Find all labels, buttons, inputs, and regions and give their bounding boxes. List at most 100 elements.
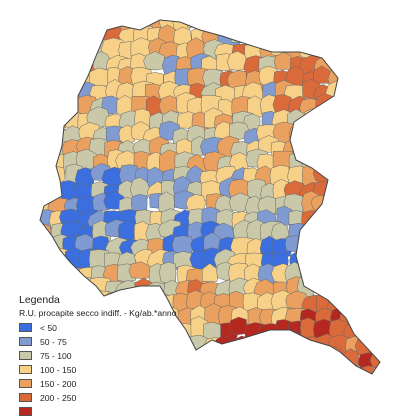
- municipality-area: [40, 180, 55, 200]
- municipality-area: [203, 20, 223, 29]
- municipality-area: [344, 110, 366, 131]
- municipality-area: [289, 124, 307, 147]
- municipality-area: [371, 164, 380, 188]
- municipality-area: [369, 378, 394, 398]
- municipality-area: [313, 225, 335, 246]
- municipality-area: [44, 71, 67, 92]
- municipality-area: [58, 56, 79, 79]
- municipality-area: [366, 249, 380, 271]
- municipality-area: [118, 124, 136, 145]
- municipality-area: [356, 236, 377, 257]
- municipality-area: [60, 95, 80, 115]
- legend-item: 50 - 75: [19, 335, 176, 348]
- municipality-area: [371, 365, 380, 374]
- municipality-area: [214, 335, 232, 359]
- municipality-area: [366, 305, 380, 324]
- municipality-area: [343, 128, 365, 151]
- municipality-area: [330, 278, 353, 298]
- municipality-area: [357, 84, 380, 102]
- legend-swatch: [19, 365, 32, 374]
- municipality-area: [342, 220, 364, 244]
- municipality-area: [188, 334, 211, 355]
- map-legend: Legenda R.U. procapite secco indiff. - K…: [19, 294, 176, 419]
- municipality-area: [299, 358, 318, 374]
- municipality-area: [368, 318, 380, 341]
- municipality-area: [328, 163, 349, 187]
- municipality-area: [301, 210, 325, 233]
- municipality-area: [226, 20, 247, 34]
- municipality-area: [329, 379, 348, 400]
- municipality-area: [301, 373, 320, 374]
- municipality-area: [344, 364, 361, 374]
- municipality-area: [340, 136, 362, 157]
- municipality-area: [359, 39, 378, 59]
- municipality-area: [316, 37, 338, 58]
- municipality-area: [40, 126, 55, 151]
- municipality-area: [312, 108, 332, 127]
- municipality-area: [370, 67, 380, 87]
- municipality-area: [257, 20, 281, 38]
- municipality-area: [301, 20, 323, 30]
- municipality-area: [243, 372, 262, 374]
- municipality-area: [340, 232, 362, 258]
- municipality-area: [40, 109, 53, 127]
- municipality-area: [206, 378, 226, 399]
- municipality-area: [302, 23, 322, 44]
- municipality-area: [130, 194, 148, 211]
- municipality-area: [344, 41, 369, 64]
- municipality-area: [230, 349, 250, 369]
- municipality-area: [357, 20, 380, 35]
- municipality-area: [219, 361, 239, 374]
- municipality-area: [47, 36, 68, 59]
- municipality-area: [343, 183, 366, 203]
- municipality-area: [358, 193, 377, 215]
- municipality-area: [370, 82, 380, 101]
- municipality-area: [354, 293, 377, 310]
- municipality-area: [370, 20, 380, 31]
- legend-swatch: [19, 407, 32, 416]
- legend-swatch: [19, 351, 32, 360]
- municipality-area: [270, 358, 294, 374]
- municipality-area: [367, 182, 380, 203]
- municipality-area: [285, 23, 306, 43]
- municipality-area: [370, 208, 380, 227]
- municipality-area: [325, 150, 345, 177]
- municipality-area: [40, 28, 57, 50]
- municipality-area: [177, 377, 200, 398]
- municipality-area: [270, 25, 289, 47]
- municipality-area: [341, 150, 366, 172]
- municipality-area: [44, 79, 71, 101]
- municipality-area: [40, 155, 56, 174]
- municipality-area: [326, 238, 349, 258]
- municipality-area: [329, 20, 350, 34]
- municipality-area: [329, 178, 351, 203]
- municipality-area: [301, 236, 324, 258]
- legend-item-label: < 50: [40, 322, 57, 333]
- municipality-area: [370, 93, 380, 111]
- municipality-area: [358, 112, 380, 134]
- municipality-area: [372, 110, 380, 132]
- municipality-area: [40, 266, 52, 287]
- municipality-area: [274, 20, 296, 36]
- municipality-area: [310, 194, 329, 212]
- municipality-area: [340, 251, 360, 274]
- legend-item-label: 100 - 150: [40, 364, 77, 375]
- municipality-area: [288, 378, 307, 397]
- municipality-area: [356, 210, 375, 232]
- municipality-area: [244, 23, 264, 45]
- municipality-area: [232, 362, 251, 374]
- municipality-area: [272, 348, 295, 369]
- municipality-area: [338, 190, 360, 213]
- municipality-area: [312, 208, 336, 231]
- municipality-area: [40, 86, 53, 104]
- legend-subtitle: R.U. procapite secco indiff. - Kg/ab.*an…: [19, 308, 177, 318]
- municipality-area: [326, 224, 349, 243]
- legend-item-label: 200 - 250: [40, 392, 77, 403]
- municipality-area: [171, 235, 194, 255]
- municipality-area: [370, 26, 380, 47]
- municipality-area: [288, 20, 305, 31]
- municipality-area: [328, 360, 351, 374]
- municipality-area: [247, 336, 270, 355]
- municipality-area: [314, 349, 337, 371]
- municipality-area: [77, 26, 99, 45]
